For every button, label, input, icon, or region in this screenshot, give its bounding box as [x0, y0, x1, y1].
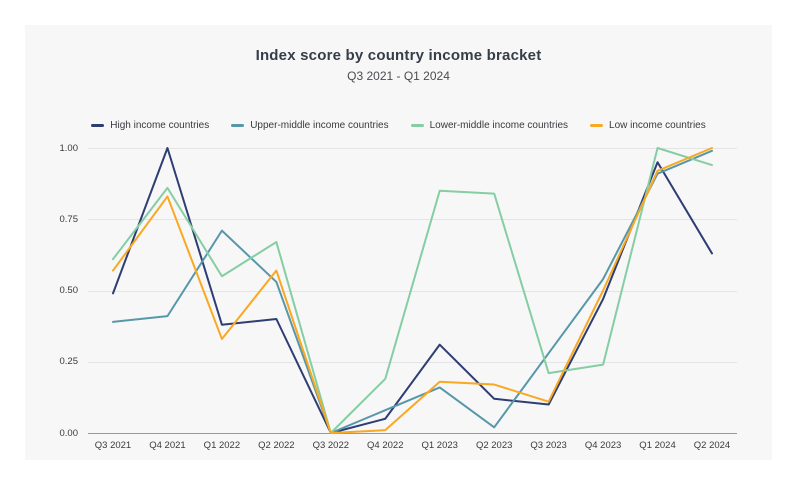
x-axis-line [88, 433, 737, 434]
series-line-1 [112, 147, 713, 434]
chart-title: Index score by country income bracket [255, 47, 542, 64]
x-tick-label: Q4 2022 [367, 440, 404, 451]
legend-item-3: Lower-middle income countries [410, 120, 569, 131]
chart-canvas [112, 147, 713, 434]
x-tick-label: Q3 2021 [94, 440, 132, 451]
x-tick-label: Q2 2022 [258, 440, 295, 451]
chart-legend: High income countries Upper-middle income… [25, 120, 772, 131]
plot-area: 1.00 0.75 0.50 0.25 0.00 Q3 2021 Q4 2021 Q1 202… [60, 143, 737, 451]
legend-item-4: Low income countries [590, 120, 706, 131]
x-tick-label: Q1 2024 [639, 440, 676, 451]
series-line-4 [112, 147, 713, 434]
legend-swatch-icon [410, 124, 424, 127]
legend-label: High income countries [110, 120, 210, 131]
legend-item-2: Upper-middle income countries [231, 120, 389, 131]
gridline [88, 219, 737, 221]
x-tick-label: Q3 2023 [530, 440, 567, 451]
y-tick-label: 0.00 [59, 427, 79, 439]
legend-swatch-icon [231, 124, 245, 127]
x-tick-label: Q2 2024 [693, 440, 731, 451]
series-line-2 [112, 149, 713, 434]
gridline [88, 290, 737, 292]
y-tick-label: 0.50 [59, 285, 79, 296]
y-tick-label: 0.25 [59, 356, 79, 368]
chart-card: Index score by country income bracket Q3… [25, 25, 772, 460]
legend-item-1: High income countries [91, 120, 209, 131]
series-line-3 [112, 147, 713, 434]
y-tick-label: 1.00 [59, 142, 79, 154]
gridline [88, 361, 737, 363]
legend-label: Lower-middle income countries [429, 120, 569, 131]
x-tick-label: Q1 2023 [421, 440, 458, 451]
x-tick-label: Q4 2023 [584, 440, 622, 451]
legend-swatch-icon [91, 124, 105, 127]
x-tick-label: Q2 2023 [475, 440, 513, 451]
gridline [88, 148, 737, 149]
chart-subtitle: Q3 2021 - Q1 2024 [347, 69, 450, 83]
x-tick-label: Q3 2022 [312, 440, 350, 451]
x-tick-label: Q1 2022 [203, 440, 241, 451]
legend-label: Low income countries [609, 120, 706, 131]
legend-swatch-icon [590, 124, 604, 127]
x-tick-label: Q4 2021 [149, 440, 186, 451]
y-tick-label: 0.75 [59, 213, 79, 225]
legend-label: Upper-middle income countries [250, 120, 389, 131]
